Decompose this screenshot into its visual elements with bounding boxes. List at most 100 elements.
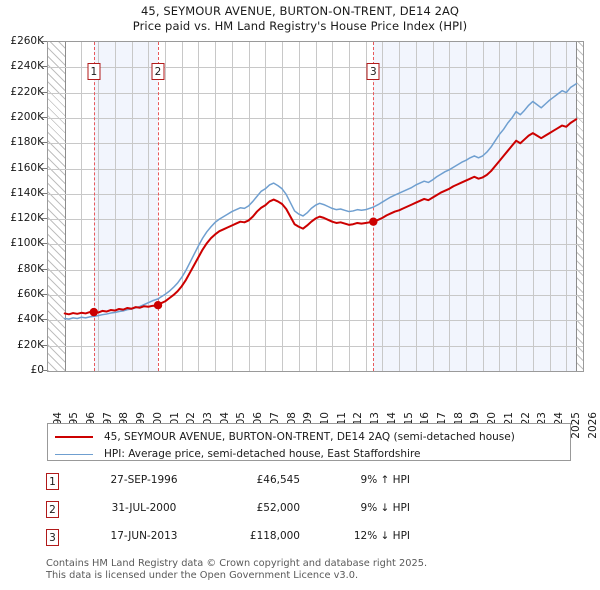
- gridline-year-2018: [449, 42, 450, 371]
- y-tick-mark-20000: [42, 344, 47, 346]
- event-marker-dot-2[interactable]: [153, 301, 163, 310]
- legend-label-property: 45, SEYMOUR AVENUE, BURTON-ON-TRENT, DE1…: [104, 431, 515, 443]
- footer-line-2: This data is licensed under the Open Gov…: [46, 570, 359, 581]
- event-number-box-2[interactable]: 2: [151, 63, 165, 80]
- x-axis: 1994199519961997199819992000200120022003…: [47, 372, 599, 439]
- y-tick-label-120000: £120K: [10, 212, 44, 225]
- y-tick-mark-40000: [42, 319, 47, 321]
- gridline-year-2014: [382, 42, 383, 371]
- y-tick-label-80000: £80K: [17, 262, 44, 275]
- gridline-year-2004: [215, 42, 216, 371]
- legend-item-1: 45, SEYMOUR AVENUE, BURTON-ON-TRENT, DE1…: [48, 428, 515, 446]
- y-tick-mark-160000: [42, 167, 47, 169]
- gridline-value-240000: [48, 67, 583, 68]
- transaction-hpi-delta: 9% ↑ HPI: [360, 474, 410, 486]
- gridline-year-2010: [316, 42, 317, 371]
- gridline-year-2002: [182, 42, 183, 371]
- hatch-right: [576, 42, 583, 371]
- gridline-year-1998: [115, 42, 116, 371]
- series-layer: [63, 83, 578, 320]
- gridline-year-2006: [249, 42, 250, 371]
- gridline-year-2008: [282, 42, 283, 371]
- y-tick-label-240000: £240K: [10, 60, 44, 73]
- gridline-value-220000: [48, 93, 583, 94]
- gridline-value-160000: [48, 169, 583, 170]
- gridline-value-20000: [48, 346, 583, 347]
- event-marker-dot-1[interactable]: [89, 307, 99, 317]
- y-tick-label-160000: £160K: [10, 161, 44, 174]
- y-tick-mark-140000: [42, 192, 47, 194]
- transaction-hpi-delta: 9% ↓ HPI: [360, 502, 410, 514]
- y-tick-label-260000: £260K: [10, 35, 44, 47]
- gridline-year-2003: [198, 42, 199, 371]
- y-tick-mark-80000: [42, 268, 47, 270]
- legend-label-hpi: HPI: Average price, semi-detached house,…: [104, 448, 421, 460]
- title-line-2: Price paid vs. HM Land Registry's House …: [132, 19, 468, 33]
- footer-attribution: Contains HM Land Registry data © Crown c…: [46, 558, 586, 582]
- x-tick-label-2026: 2026: [586, 412, 599, 439]
- table-row[interactable]: 3 17-JUN-2013 £118,000 12% ↓ HPI: [46, 526, 466, 554]
- y-tick-label-0: £0: [30, 364, 44, 376]
- series-property-price: [63, 118, 578, 316]
- event-line-1: [93, 42, 95, 371]
- gridline-value-140000: [48, 194, 583, 195]
- gridline-year-2015: [399, 42, 400, 371]
- footer-line-1: Contains HM Land Registry data © Crown c…: [46, 558, 428, 569]
- series-hpi-average: [63, 83, 578, 320]
- gridline-year-2013: [366, 42, 367, 371]
- transactions-table: 1 27-SEP-1996 £46,545 9% ↑ HPI 2 31-JUL-2000 £…: [46, 470, 466, 554]
- gridline-value-60000: [48, 295, 583, 296]
- y-tick-mark-120000: [42, 218, 47, 220]
- gridline-year-2024: [550, 42, 551, 371]
- y-tick-label-40000: £40K: [17, 313, 44, 326]
- y-axis: £0 £20K £40K £60K £80K £100K £120K £140K £160K £1…: [0, 35, 44, 376]
- event-number-box-1[interactable]: 1: [87, 63, 101, 80]
- gridline-value-180000: [48, 143, 583, 144]
- gridline-year-1996: [81, 42, 82, 371]
- transaction-number-box-3[interactable]: 3: [46, 529, 59, 546]
- gridline-year-2007: [265, 42, 266, 371]
- legend-swatch-hpi: [55, 453, 93, 455]
- transaction-date: 17-JUN-2013: [110, 530, 178, 542]
- y-tick-label-140000: £140K: [10, 186, 44, 199]
- plot-area: 1 2 3: [48, 42, 583, 371]
- event-line-2: [158, 42, 159, 371]
- gridline-year-2025: [566, 42, 567, 371]
- event-marker-dot-3[interactable]: [369, 217, 378, 226]
- y-tick-label-220000: £220K: [10, 85, 44, 98]
- gridline-year-2011: [332, 42, 333, 371]
- gridline-year-2000: [148, 42, 149, 371]
- gridline-value-200000: [48, 118, 583, 119]
- ownership-band-1: [93, 42, 158, 371]
- gridline-year-1999: [132, 42, 133, 371]
- legend-swatch-property: [55, 436, 93, 438]
- y-tick-mark-60000: [42, 294, 47, 296]
- page-title: 45, SEYMOUR AVENUE, BURTON-ON-TRENT, DE1…: [0, 4, 600, 34]
- table-row[interactable]: 2 31-JUL-2000 £52,000 9% ↓ HPI: [46, 498, 466, 526]
- transaction-number-box-2[interactable]: 2: [46, 501, 59, 518]
- gridline-year-2022: [516, 42, 517, 371]
- y-tick-mark-200000: [42, 116, 47, 118]
- hatch-left: [48, 42, 65, 371]
- table-row[interactable]: 1 27-SEP-1996 £46,545 9% ↑ HPI: [46, 470, 466, 498]
- transaction-price: £118,000: [249, 530, 300, 542]
- y-tick-mark-100000: [42, 243, 47, 245]
- gridline-year-2016: [416, 42, 417, 371]
- gridline-year-2009: [299, 42, 300, 371]
- gridline-value-40000: [48, 320, 583, 321]
- gridline-year-2021: [499, 42, 500, 371]
- gridline-year-2017: [433, 42, 434, 371]
- transaction-date: 27-SEP-1996: [110, 474, 178, 486]
- gridline-year-2005: [232, 42, 233, 371]
- gridline-year-2012: [349, 42, 350, 371]
- y-tick-mark-220000: [42, 91, 47, 93]
- transaction-number-box-1[interactable]: 1: [46, 473, 59, 490]
- y-tick-label-100000: £100K: [10, 237, 44, 250]
- y-tick-label-20000: £20K: [17, 338, 44, 351]
- chart-legend: 45, SEYMOUR AVENUE, BURTON-ON-TRENT, DE1…: [47, 423, 571, 461]
- event-number-box-3[interactable]: 3: [366, 63, 380, 80]
- y-tick-label-200000: £200K: [10, 110, 44, 123]
- gridline-year-2020: [483, 42, 484, 371]
- gridline-year-2001: [165, 42, 166, 371]
